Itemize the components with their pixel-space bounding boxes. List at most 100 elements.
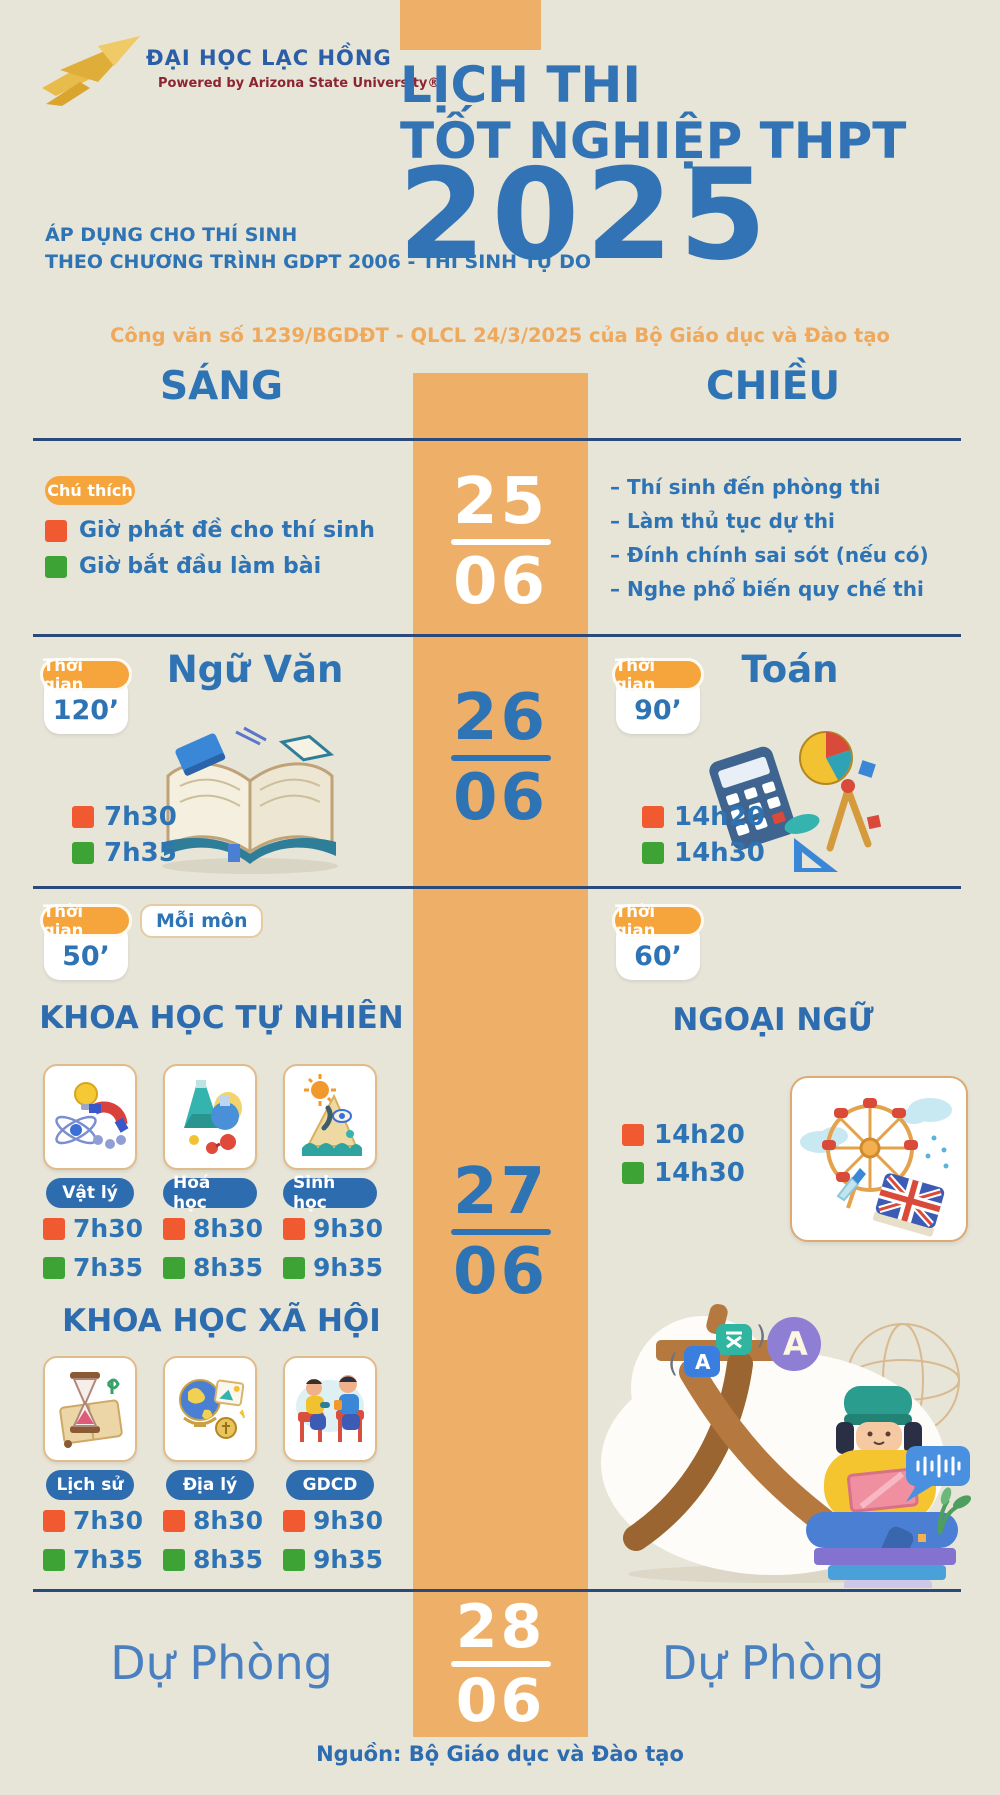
title-line2: TỐT NGHIỆP THPT xyxy=(400,112,907,170)
duration-badge-language: Thời gian 60’ xyxy=(612,902,704,980)
history-start-time: 7h35 xyxy=(43,1545,143,1574)
globe-photos-icon xyxy=(179,1379,245,1439)
physics-card xyxy=(43,1064,137,1170)
legend-item-hand-out: Giờ phát đề cho thí sinh xyxy=(45,518,375,543)
group-title-social-sciences: KHOA HỌC XÃ HỘI xyxy=(62,1303,381,1339)
divider-4 xyxy=(33,1589,961,1592)
history-hand-out-time: 7h30 xyxy=(43,1506,143,1535)
university-name: ĐẠI HỌC LẠC HỒNG xyxy=(146,46,392,70)
green-square-icon xyxy=(283,1548,305,1571)
chemistry-hand-out-time: 8h30 xyxy=(163,1214,263,1243)
geography-hand-out-time: 8h30 xyxy=(163,1506,263,1535)
date-27-06: 27 06 xyxy=(413,1160,588,1309)
time-badge-label: Thời gian xyxy=(612,902,704,940)
natural-sciences-cards: Vật lý 7h30 7h35 xyxy=(43,1064,383,1282)
svg-text:(: ( xyxy=(668,1349,678,1379)
orange-square-icon xyxy=(642,806,664,828)
orange-square-icon xyxy=(43,1509,65,1532)
task-item: – Nghe phổ biến quy chế thi xyxy=(610,577,924,601)
time-value: 14h30 xyxy=(654,1158,745,1188)
date-25-06: 25 06 xyxy=(413,470,588,619)
title-year: 2025 xyxy=(398,141,773,288)
translator-person-icon: ( ) A A xyxy=(601,1303,972,1588)
physics-hand-out-time: 7h30 xyxy=(43,1214,143,1243)
subject-column-civic: GDCD 9h30 9h35 xyxy=(283,1356,383,1574)
divider-2 xyxy=(33,634,961,637)
time-value: 9h30 xyxy=(313,1214,383,1243)
per-subject-pill: Mỗi môn xyxy=(140,904,264,938)
flasks-molecules-icon xyxy=(184,1080,242,1154)
document-note: Công văn số 1239/BGDĐT - QLCL 24/3/2025 … xyxy=(110,324,890,347)
apply-note-line2: THEO CHƯƠNG TRÌNH GDPT 2006 - THÍ SINH T… xyxy=(45,251,592,273)
time-badge-label: Thời gian xyxy=(40,902,132,940)
reserve-day-afternoon: Dự Phòng xyxy=(661,1636,885,1690)
green-square-icon xyxy=(622,1162,644,1184)
time-value: 7h30 xyxy=(73,1214,143,1243)
biology-hand-out-time: 9h30 xyxy=(283,1214,383,1243)
subject-label-chemistry: Hoá học xyxy=(163,1173,257,1213)
time-value: 8h30 xyxy=(193,1214,263,1243)
green-square-icon xyxy=(163,1548,185,1571)
time-badge-label: Thời gian xyxy=(612,656,704,694)
subject-label-biology: Sinh học xyxy=(283,1173,377,1213)
time-value: 7h30 xyxy=(104,802,177,832)
biology-start-time: 9h35 xyxy=(283,1253,383,1282)
calculator-geometry-icon xyxy=(709,731,882,872)
literature-start-time: 7h35 xyxy=(72,838,177,868)
duration-badge-literature: Thời gian 120’ xyxy=(40,656,132,734)
orange-square-icon xyxy=(283,1509,305,1532)
top-orange-block xyxy=(400,0,541,50)
math-start-time: 14h30 xyxy=(642,838,765,868)
date-day: 28 xyxy=(455,1592,546,1662)
paper-plane-icon xyxy=(42,36,140,106)
language-start-time: 14h30 xyxy=(622,1158,745,1188)
subject-label-civic: GDCD xyxy=(286,1470,374,1500)
date-month: 06 xyxy=(452,545,549,619)
geography-start-time: 8h35 xyxy=(163,1545,263,1574)
subject-literature: Ngữ Văn xyxy=(166,648,344,691)
divider-1 xyxy=(33,438,961,441)
subject-column-history: Lịch sử 7h30 7h35 xyxy=(43,1356,143,1574)
date-28-06: 28 06 xyxy=(413,1592,588,1731)
atom-magnet-bulb-icon xyxy=(55,1082,129,1149)
civic-start-time: 9h35 xyxy=(283,1545,383,1574)
time-value: 8h35 xyxy=(193,1545,263,1574)
date-26-06: 26 06 xyxy=(413,681,588,830)
math-hand-out-time: 14h20 xyxy=(642,802,765,832)
time-value: 7h35 xyxy=(104,838,177,868)
subject-foreign-language: NGOẠI NGỮ xyxy=(672,1002,874,1038)
orange-square-icon xyxy=(45,519,67,542)
civic-hand-out-time: 9h30 xyxy=(283,1506,383,1535)
physics-start-time: 7h35 xyxy=(43,1253,143,1282)
orange-square-icon xyxy=(163,1217,185,1240)
powered-by-text: Powered by Arizona State University® xyxy=(158,76,441,91)
biology-card xyxy=(283,1064,377,1170)
green-square-icon xyxy=(642,842,664,864)
time-value: 14h20 xyxy=(674,802,765,832)
divider-3 xyxy=(33,886,961,889)
duration-badge-sciences: Thời gian 50’ Mỗi môn xyxy=(40,902,264,980)
subject-label-physics: Vật lý xyxy=(46,1178,134,1208)
orange-square-icon xyxy=(163,1509,185,1532)
time-value: 9h30 xyxy=(313,1506,383,1535)
orange-square-icon xyxy=(43,1217,65,1240)
group-title-natural-sciences: KHOA HỌC TỰ NHIÊN xyxy=(39,1000,404,1036)
language-illustration-card xyxy=(790,1076,968,1242)
legend-item-start: Giờ bắt đầu làm bài xyxy=(45,554,321,579)
people-talking-icon xyxy=(296,1375,364,1442)
date-month: 06 xyxy=(452,1235,549,1309)
green-square-icon xyxy=(283,1256,305,1279)
civic-education-card xyxy=(283,1356,377,1462)
subject-column-physics: Vật lý 7h30 7h35 xyxy=(43,1064,143,1282)
svg-text:A: A xyxy=(695,1350,711,1374)
date-separator xyxy=(450,1229,551,1235)
date-day: 26 xyxy=(452,681,549,755)
chemistry-start-time: 8h35 xyxy=(163,1253,263,1282)
legend-title-pill: Chú thích xyxy=(45,476,135,505)
orange-square-icon xyxy=(72,806,94,828)
date-separator xyxy=(450,1661,551,1667)
time-value: 9h35 xyxy=(313,1253,383,1282)
green-square-icon xyxy=(45,555,67,578)
subject-column-geography: Địa lý 8h30 8h35 xyxy=(163,1356,263,1574)
legend-hand-out-label: Giờ phát đề cho thí sinh xyxy=(79,518,375,543)
